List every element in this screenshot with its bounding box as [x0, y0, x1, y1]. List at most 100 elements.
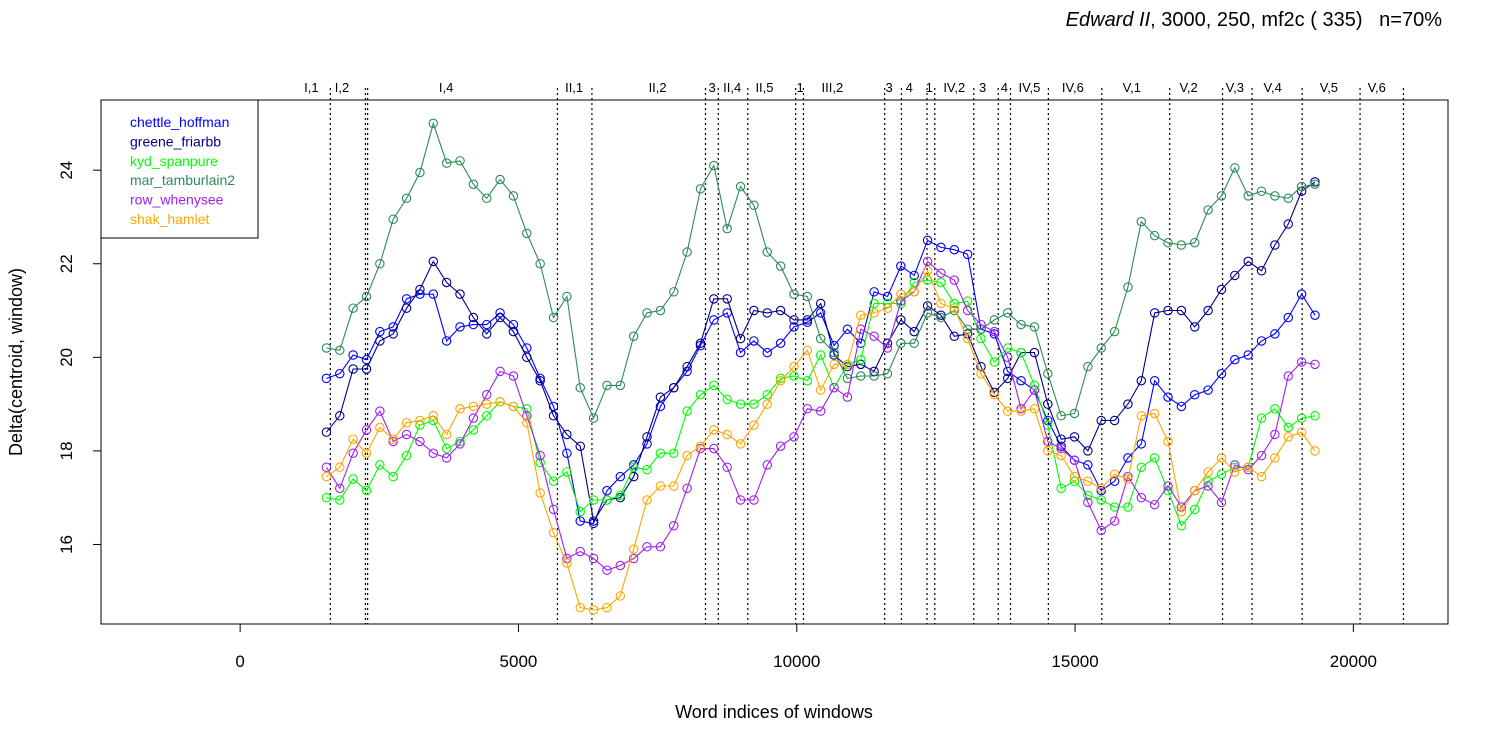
data-point — [428, 118, 439, 129]
data-point — [655, 481, 666, 491]
data-point — [922, 301, 933, 311]
data-point — [936, 242, 946, 253]
data-point — [1176, 305, 1187, 316]
data-point — [1203, 467, 1213, 477]
data-point — [468, 312, 479, 323]
data-point — [1083, 497, 1093, 508]
data-point — [695, 338, 706, 349]
data-point — [321, 373, 332, 384]
data-point — [1149, 375, 1160, 386]
data-point — [1270, 240, 1280, 250]
data-point — [1136, 411, 1147, 421]
data-point — [735, 399, 746, 409]
data-point — [1243, 256, 1253, 267]
data-point — [1043, 368, 1053, 379]
data-point — [361, 448, 372, 458]
data-point — [936, 312, 946, 323]
data-point — [976, 368, 986, 379]
data-point — [548, 504, 559, 515]
scene-label: V,1 — [1123, 80, 1141, 95]
data-point — [401, 193, 412, 204]
scene-label: 3 — [979, 80, 986, 95]
data-point — [535, 375, 545, 386]
data-point — [1216, 191, 1227, 201]
data-point — [869, 298, 879, 309]
data-point — [1136, 375, 1147, 386]
series-line — [325, 181, 1316, 523]
legend-box — [100, 99, 259, 239]
data-point — [1216, 284, 1227, 295]
data-point — [1123, 474, 1133, 484]
data-point — [615, 490, 626, 501]
scene-label: IV,5 — [1018, 80, 1040, 95]
plot-frame — [100, 99, 1449, 625]
data-point — [615, 380, 626, 391]
data-point — [1163, 305, 1173, 316]
scene-label: V,2 — [1179, 80, 1197, 95]
data-point — [989, 389, 1000, 400]
data-point — [1243, 191, 1253, 201]
data-point — [1283, 219, 1294, 229]
data-point — [1096, 483, 1106, 494]
data-point — [1176, 520, 1187, 531]
data-point — [1029, 385, 1040, 395]
data-point — [1216, 368, 1227, 379]
data-point — [1149, 499, 1160, 510]
data-point — [735, 495, 746, 505]
data-point — [709, 294, 719, 304]
data-point — [669, 287, 679, 297]
data-point — [428, 256, 439, 267]
data-point — [682, 450, 692, 461]
data-point — [522, 404, 532, 414]
data-point — [829, 359, 839, 370]
data-point — [1270, 429, 1280, 440]
scene-label: II,5 — [755, 80, 773, 95]
data-point — [415, 436, 425, 447]
data-point — [548, 312, 559, 323]
data-point — [762, 247, 773, 257]
data-point — [669, 520, 679, 531]
data-point — [682, 247, 692, 257]
data-point — [1083, 490, 1093, 501]
data-point — [829, 350, 839, 360]
data-point — [722, 223, 732, 234]
data-point — [348, 303, 358, 313]
data-point — [1163, 237, 1173, 248]
data-point — [468, 425, 479, 435]
data-point — [602, 380, 612, 391]
data-point — [775, 373, 786, 384]
data-point — [602, 485, 612, 496]
data-point — [922, 308, 933, 318]
data-point — [669, 481, 679, 491]
data-point — [615, 591, 626, 601]
data-point — [1283, 312, 1294, 323]
data-point — [522, 418, 532, 428]
data-point — [522, 411, 532, 421]
data-point — [1230, 460, 1240, 470]
data-point — [428, 289, 439, 299]
data-point — [1069, 408, 1080, 419]
data-point — [695, 184, 706, 194]
data-point — [896, 296, 906, 306]
data-point — [1096, 525, 1106, 536]
data-point — [815, 350, 826, 360]
data-point — [481, 329, 492, 339]
data-point — [1216, 469, 1227, 480]
data-point — [709, 315, 719, 325]
data-point — [588, 413, 599, 423]
data-point — [775, 375, 786, 386]
data-point — [789, 322, 799, 332]
data-point — [1270, 191, 1280, 201]
data-point — [481, 319, 492, 330]
data-point — [1283, 193, 1294, 204]
scene-label: I,2 — [335, 80, 349, 95]
data-point — [548, 476, 559, 487]
data-point — [1056, 443, 1066, 454]
scene-label: 4 — [1001, 80, 1008, 95]
data-point — [628, 462, 639, 473]
data-point — [655, 392, 666, 402]
data-point — [1123, 502, 1133, 512]
data-point — [762, 308, 773, 318]
scene-label: 3 — [886, 80, 893, 95]
